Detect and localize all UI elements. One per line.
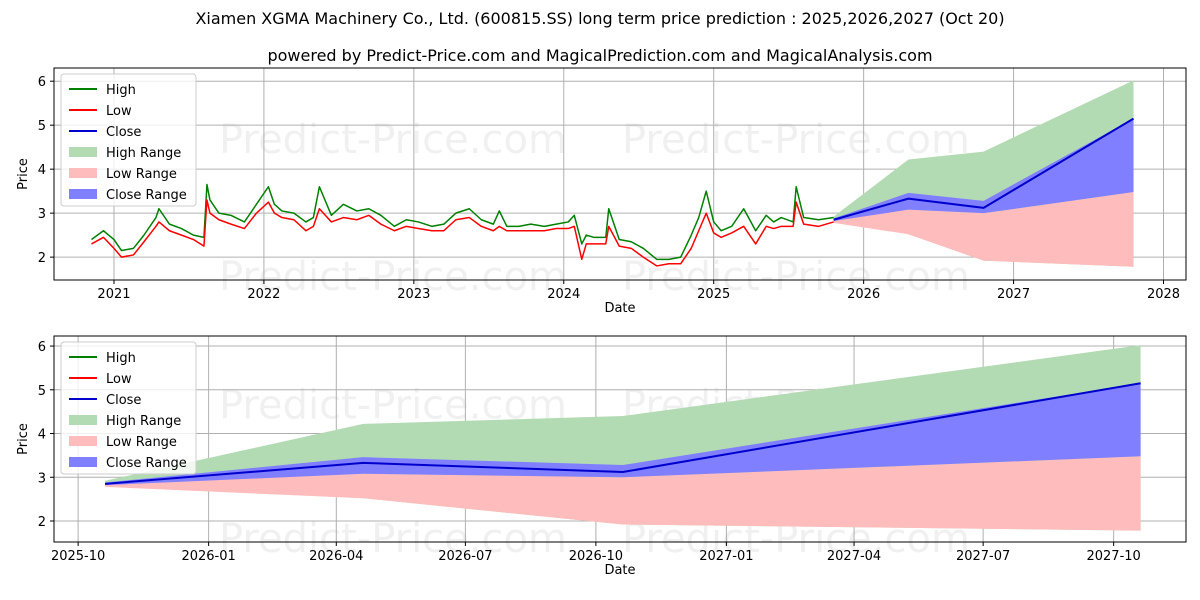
plot-frame [53,335,1187,543]
y-tick-label: 4 [38,428,46,443]
x-axis-label: Date [604,563,635,578]
legend-label-high: High [106,351,136,366]
x-tick-label: 2021 [97,287,130,302]
watermark-text: Predict-Price.com [622,254,970,300]
x-tick-label: 2024 [547,287,580,302]
plot-frame [53,67,1187,281]
y-tick-label: 4 [38,163,46,178]
y-tick-label: 3 [38,207,46,222]
x-tick-label: 2026-04 [309,549,363,564]
x-tick-label: 2028 [1147,287,1180,302]
x-tick-label: 2026 [847,287,880,302]
x-axis-label: Date [604,301,635,316]
legend-label-low-range: Low Range [106,167,177,182]
x-tick-label: 2027-07 [956,549,1010,564]
low-line [91,199,834,267]
legend-label-low-range: Low Range [106,435,177,450]
high-line [91,183,834,261]
y-tick-label: 6 [38,340,46,355]
x-tick-label: 2023 [397,287,430,302]
y-tick-label: 5 [38,384,46,399]
x-tick-label: 2027-01 [699,549,753,564]
legend-label-close-range: Close Range [106,456,187,471]
x-tick-label: 2027-04 [827,549,881,564]
legend-swatch-close-range [69,189,97,199]
x-tick-label: 2027 [997,287,1030,302]
low-range-area [105,456,1141,531]
watermark-text: Predict-Price.com [622,117,970,163]
legend-swatch-low-range [69,436,97,446]
y-tick-label: 3 [38,471,46,486]
legend-label-high-range: High Range [106,414,181,429]
close-line [104,382,1141,485]
x-tick-label: 2026-10 [569,549,623,564]
low-range-area [833,192,1134,267]
close-range-area [105,383,1141,486]
legend-swatch-high-range [69,147,97,157]
legend-label-close: Close [106,125,141,140]
legend-label-high: High [106,83,136,98]
watermark-text: Predict-Price.com [219,516,567,562]
legend-swatch-high-range [69,415,97,425]
y-tick-label: 2 [38,251,46,266]
chart-subtitle: powered by Predict-Price.com and Magical… [267,46,933,65]
chart-title: Xiamen XGMA Machinery Co., Ltd. (600815.… [195,9,1005,28]
x-tick-label: 2026-01 [181,549,235,564]
watermark-text: Predict-Price.com [219,117,567,163]
legend-label-low: Low [106,372,132,387]
y-axis-label: Price [16,423,31,455]
y-tick-label: 6 [38,75,46,90]
legend-swatch-low-range [69,168,97,178]
watermark-text: Predict-Price.com [219,254,567,300]
legend-label-low: Low [106,104,132,119]
y-axis-label: Price [16,158,31,190]
x-tick-label: 2025 [697,287,730,302]
close-range-area [833,118,1134,222]
x-tick-label: 2026-07 [438,549,492,564]
x-tick-label: 2025-10 [51,549,105,564]
close-line [833,117,1135,221]
legend-label-close: Close [106,393,141,408]
x-tick-label: 2022 [247,287,280,302]
x-tick-label: 2027-10 [1086,549,1140,564]
legend-label-close-range: Close Range [106,188,187,203]
legend-swatch-close-range [69,457,97,467]
legend-label-high-range: High Range [106,146,181,161]
chart-long-term: Predict-Price.com Predict-Price.com Predic… [50,68,1186,300]
y-tick-label: 5 [38,119,46,134]
y-tick-label: 2 [38,515,46,530]
